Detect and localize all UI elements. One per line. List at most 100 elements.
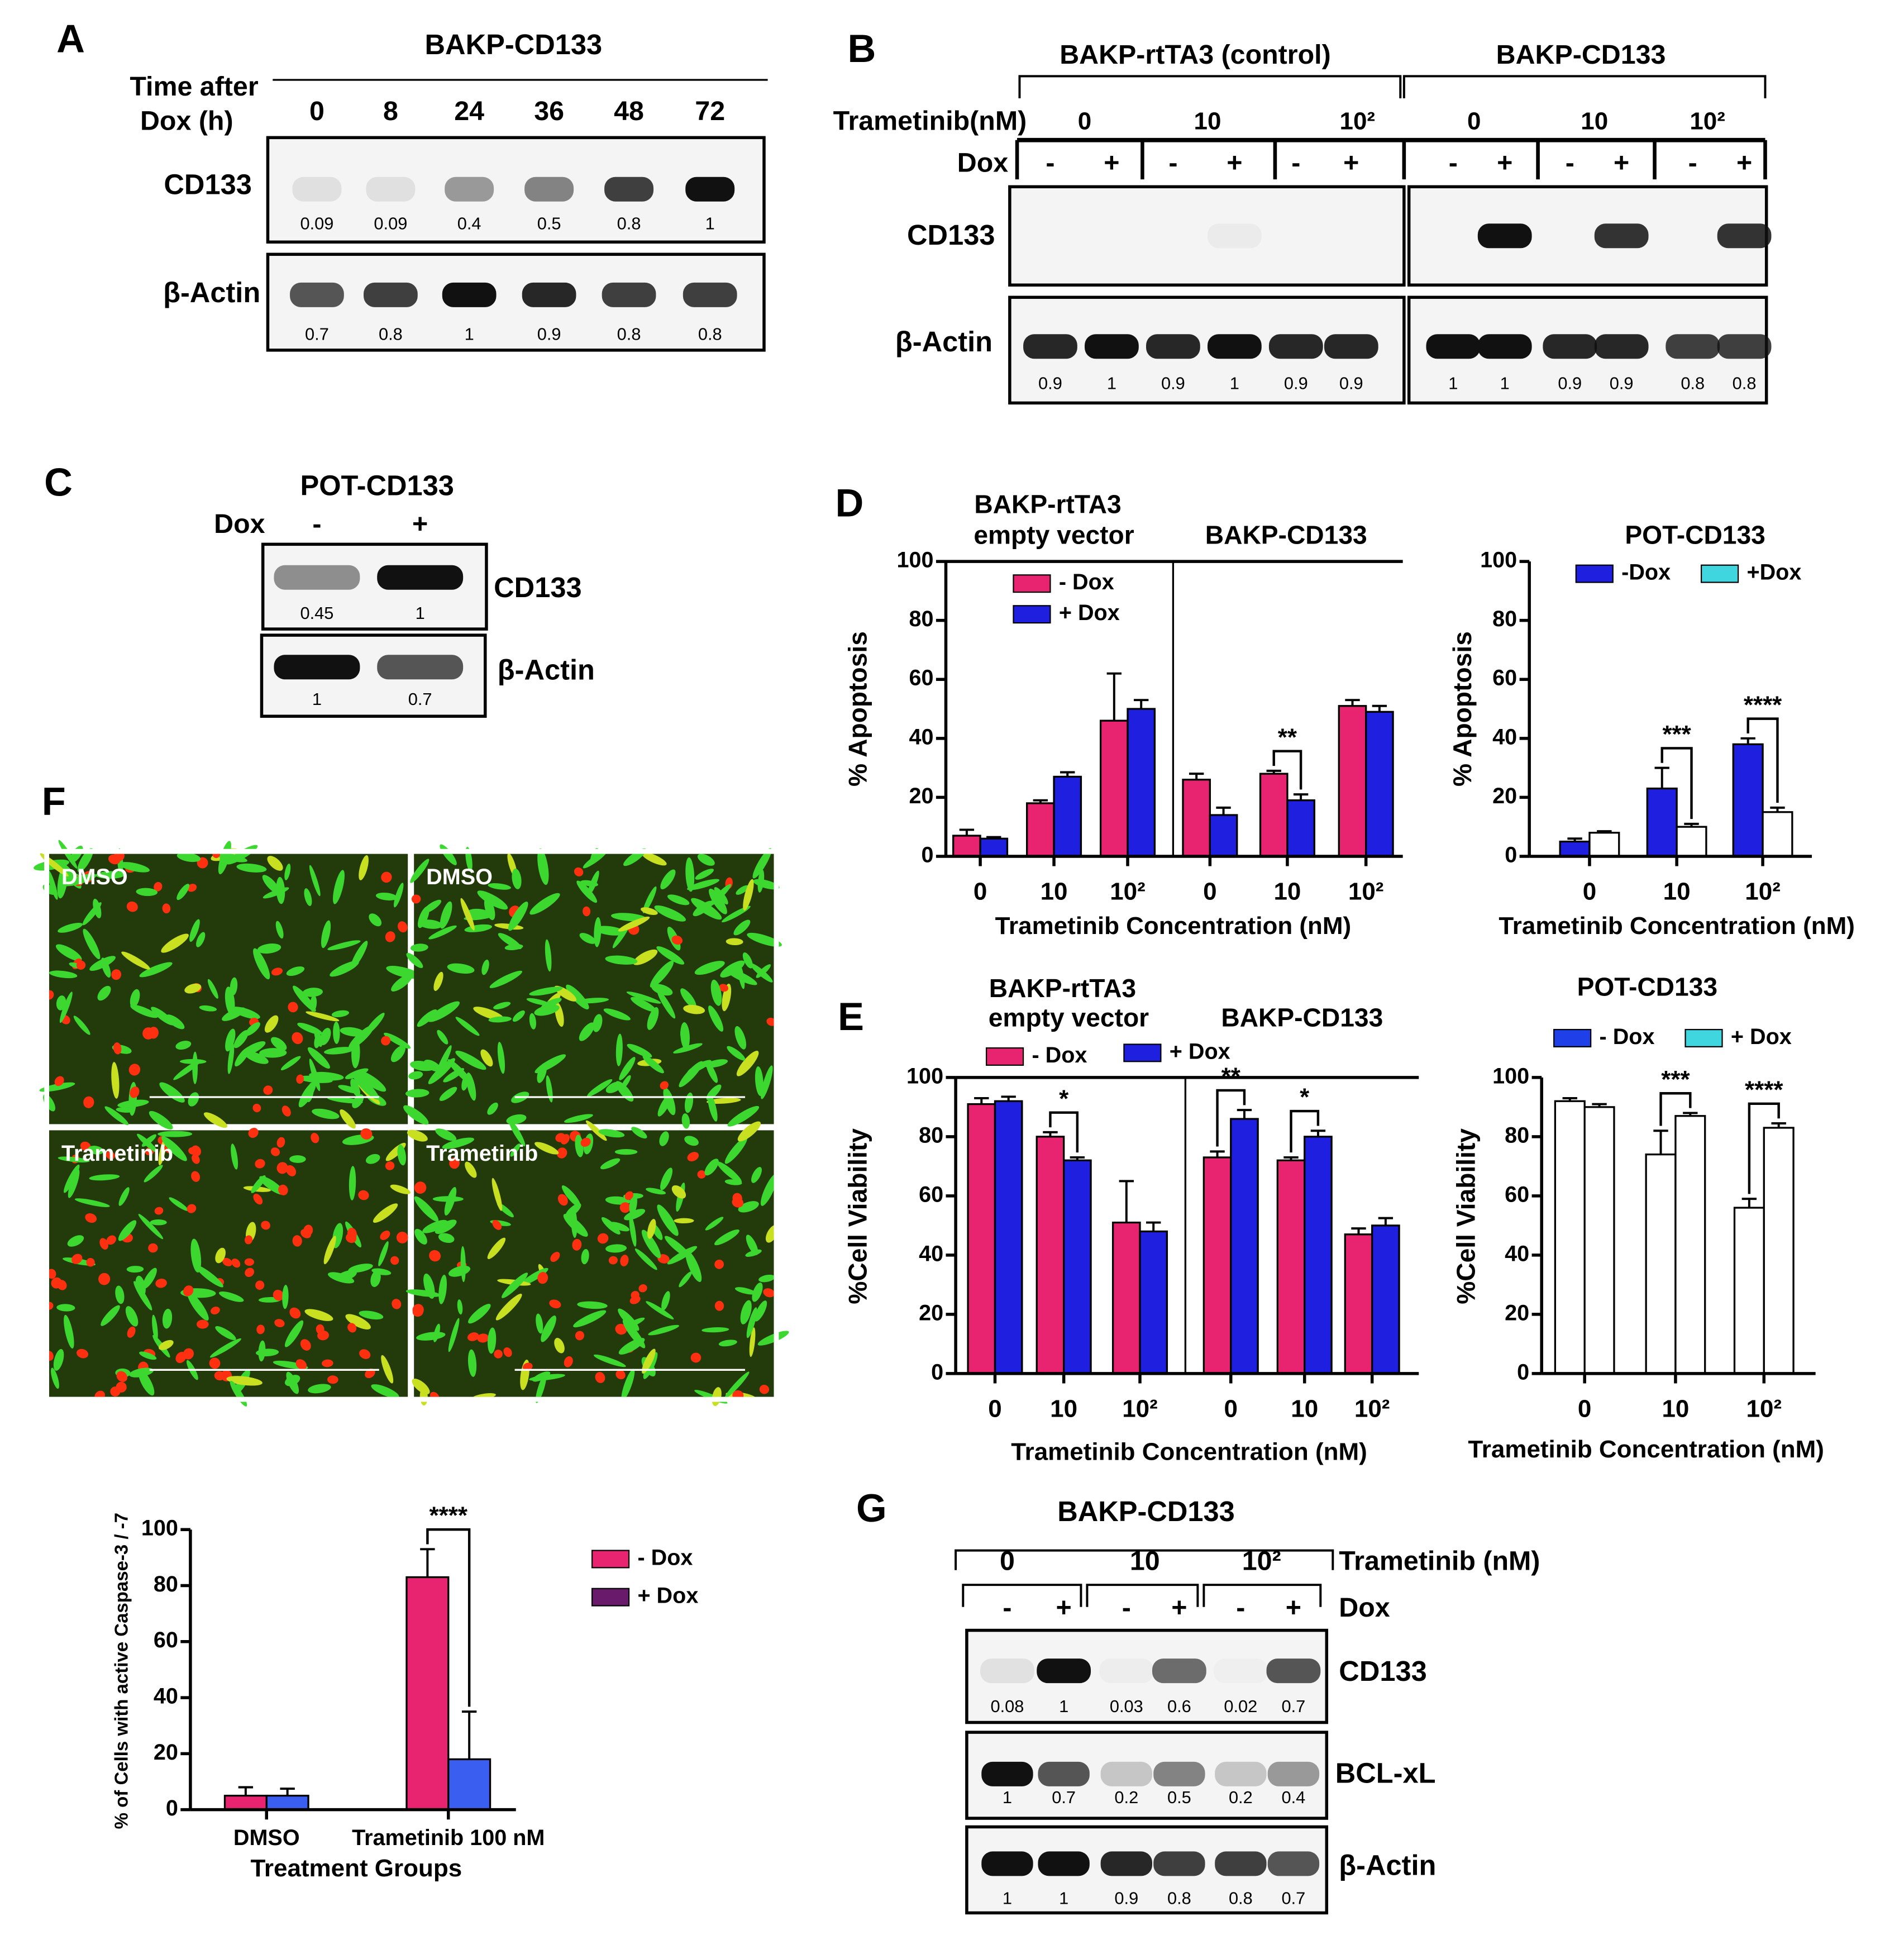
row-label: CD133	[494, 571, 581, 603]
quantification: 0.4	[457, 214, 481, 233]
y-axis-label: % of Cells with active Caspase-3 / -7	[111, 1513, 132, 1829]
cell	[304, 888, 312, 907]
quantification: 0.4	[1282, 1788, 1306, 1807]
cell	[144, 1165, 163, 1183]
cell	[56, 995, 66, 1011]
dox-sign: -	[1003, 1593, 1011, 1623]
cell	[702, 1327, 729, 1333]
cell	[327, 940, 361, 950]
cell	[222, 1007, 246, 1021]
group-label: BAKP-rtTA3	[974, 489, 1121, 518]
cell	[284, 1320, 304, 1347]
cell	[477, 1333, 489, 1343]
cell	[680, 988, 696, 1009]
cell	[55, 944, 82, 961]
cell	[554, 1338, 565, 1353]
cell	[77, 848, 93, 873]
y-tick-label: 20	[1492, 784, 1517, 808]
cell	[117, 1099, 149, 1108]
significance-bracket	[1272, 750, 1302, 790]
cell	[759, 1384, 770, 1394]
cell	[391, 974, 413, 992]
cell	[435, 1128, 457, 1141]
cell	[190, 1238, 202, 1273]
x-axis-label: Treatment Groups	[250, 1855, 462, 1882]
y-tick-label: 80	[919, 1123, 943, 1147]
cell	[340, 1109, 356, 1129]
band	[1477, 223, 1532, 249]
y-tick-label: 80	[1492, 607, 1517, 631]
cell	[437, 1030, 448, 1045]
legend-label: + Dox	[637, 1584, 698, 1608]
cell	[714, 1259, 724, 1269]
cell	[435, 1045, 452, 1079]
cell	[493, 1002, 511, 1009]
cell	[418, 919, 443, 929]
cell	[328, 1272, 355, 1284]
cell	[580, 1137, 591, 1147]
cell	[151, 1007, 174, 1026]
significance-label: ****	[430, 1502, 468, 1529]
cell	[646, 1301, 674, 1319]
cell	[724, 1137, 747, 1164]
label: Trametinib(nM)	[833, 106, 1027, 136]
cell	[263, 1085, 273, 1095]
bar	[1583, 1106, 1615, 1375]
band	[1038, 1851, 1090, 1876]
cell	[714, 1300, 724, 1311]
quantification: 0.8	[617, 214, 641, 233]
quantification: 1	[1003, 1788, 1012, 1807]
cell	[583, 906, 591, 917]
quantification: 0.9	[1558, 374, 1582, 393]
band	[274, 565, 360, 590]
quantification: 0.9	[1284, 374, 1308, 393]
cell	[423, 899, 442, 913]
cell	[673, 1043, 703, 1054]
cell	[487, 1102, 498, 1115]
bar	[967, 1103, 996, 1375]
cell	[161, 933, 189, 953]
cell	[577, 1301, 608, 1309]
cell	[359, 1310, 384, 1320]
cell	[396, 1231, 408, 1243]
cell	[684, 1136, 699, 1146]
x-tick-label: 10²	[1348, 878, 1384, 905]
cell	[594, 917, 602, 947]
cell	[734, 1026, 747, 1050]
cell	[256, 1324, 265, 1335]
band	[1215, 1851, 1267, 1876]
label: Dox (h)	[140, 106, 233, 136]
x-tick-label: 0	[988, 1395, 1001, 1422]
label: 10	[1130, 1546, 1160, 1576]
cell	[494, 1350, 503, 1359]
cell	[412, 1304, 424, 1316]
cell	[346, 1233, 357, 1243]
label: BAKP-CD133	[1057, 1495, 1235, 1527]
band	[1266, 1658, 1321, 1684]
y-tick-label: 100	[1492, 1064, 1529, 1088]
cell	[536, 1313, 543, 1334]
cell	[274, 1319, 285, 1327]
y-axis-label: %Cell Viability	[843, 1128, 872, 1304]
cell	[162, 1308, 173, 1329]
cell	[757, 1331, 789, 1346]
quantification: 0.9	[1610, 374, 1634, 393]
cell	[681, 1113, 690, 1129]
cell	[73, 1016, 90, 1035]
cell	[697, 854, 715, 866]
cell	[276, 1162, 288, 1174]
cell	[605, 1081, 622, 1093]
y-tick-label: 0	[166, 1796, 178, 1820]
dox-sign: +	[1343, 148, 1359, 178]
bar	[1304, 1136, 1333, 1375]
band	[1099, 1658, 1153, 1683]
y-tick-label: 40	[919, 1241, 943, 1266]
cell	[264, 1015, 279, 1033]
cell	[158, 1131, 193, 1137]
cell	[535, 1142, 559, 1155]
y-tick-label: 20	[1505, 1300, 1529, 1325]
cell	[393, 883, 404, 908]
cell	[159, 1340, 174, 1350]
cell	[752, 848, 772, 879]
cell	[244, 1258, 254, 1266]
